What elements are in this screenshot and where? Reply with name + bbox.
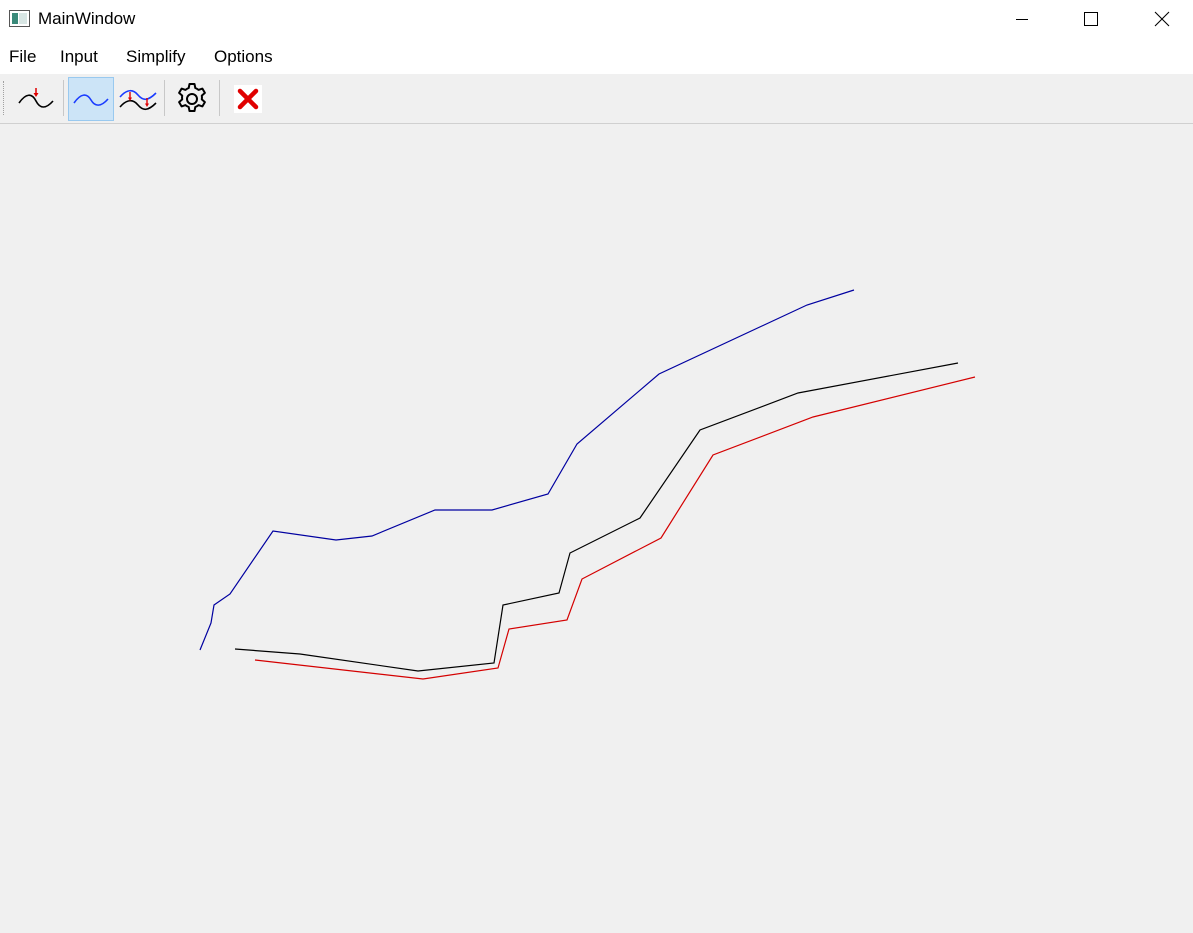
clear-button[interactable] — [226, 77, 270, 121]
compare-curves-icon — [119, 89, 157, 111]
red-offset-polyline — [254, 376, 976, 680]
black-original-polyline — [234, 362, 959, 672]
close-icon — [1154, 11, 1170, 27]
settings-button[interactable] — [170, 77, 214, 121]
menu-bar: File Input Simplify Options — [0, 38, 1193, 74]
app-icon — [9, 10, 30, 27]
toolbar-grip[interactable] — [3, 81, 6, 115]
toolbar-separator — [63, 80, 64, 116]
menu-simplify[interactable]: Simplify — [126, 47, 186, 66]
close-button[interactable] — [1139, 0, 1185, 38]
toolbar — [0, 74, 1193, 124]
maximize-button[interactable] — [1068, 0, 1114, 38]
menu-options[interactable]: Options — [214, 47, 273, 66]
window-title: MainWindow — [38, 9, 136, 28]
minimize-icon — [1016, 19, 1028, 20]
blue-simplified-polyline — [199, 289, 855, 651]
maximize-icon — [1084, 12, 1098, 26]
toolbar-separator — [164, 80, 165, 116]
drawing-canvas[interactable] — [0, 124, 1193, 933]
menu-input[interactable]: Input — [60, 47, 98, 66]
polyline-plot — [199, 289, 976, 680]
compare-curves-button[interactable] — [116, 77, 160, 121]
input-curve-icon — [18, 88, 54, 108]
settings-gear-icon — [178, 83, 206, 112]
simplify-curve-icon — [73, 94, 109, 106]
title-bar: MainWindow — [0, 0, 1193, 38]
toolbar-separator — [219, 80, 220, 116]
input-curve-button[interactable] — [14, 77, 58, 121]
menu-file[interactable]: File — [9, 47, 37, 66]
minimize-button[interactable] — [999, 0, 1045, 38]
clear-red-x-icon — [234, 85, 262, 113]
simplify-curve-button[interactable] — [68, 77, 114, 121]
